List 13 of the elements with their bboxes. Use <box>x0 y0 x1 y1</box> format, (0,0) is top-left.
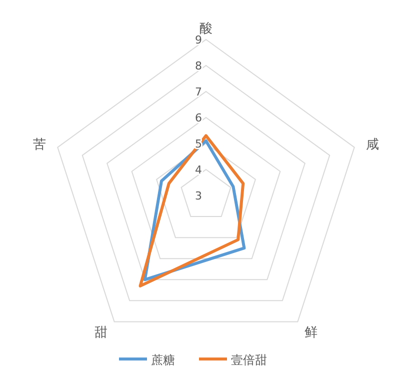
spoke-label: 鲜 <box>304 325 318 340</box>
y-tick-label: 7 <box>195 86 202 98</box>
y-tick-label: 3 <box>195 190 202 202</box>
spoke-label: 苦 <box>33 138 46 153</box>
spoke-label: 咸 <box>366 138 379 153</box>
y-tick-label: 4 <box>195 164 202 176</box>
spoke-label: 酸 <box>200 22 212 36</box>
y-tick-label: 8 <box>195 60 202 72</box>
legend-label: 蔗糖 <box>151 353 175 367</box>
y-tick-label: 6 <box>195 112 202 124</box>
y-tick-label: 9 <box>195 34 202 46</box>
spoke-label: 甜 <box>94 325 108 340</box>
legend-label: 壹倍甜 <box>231 353 267 367</box>
